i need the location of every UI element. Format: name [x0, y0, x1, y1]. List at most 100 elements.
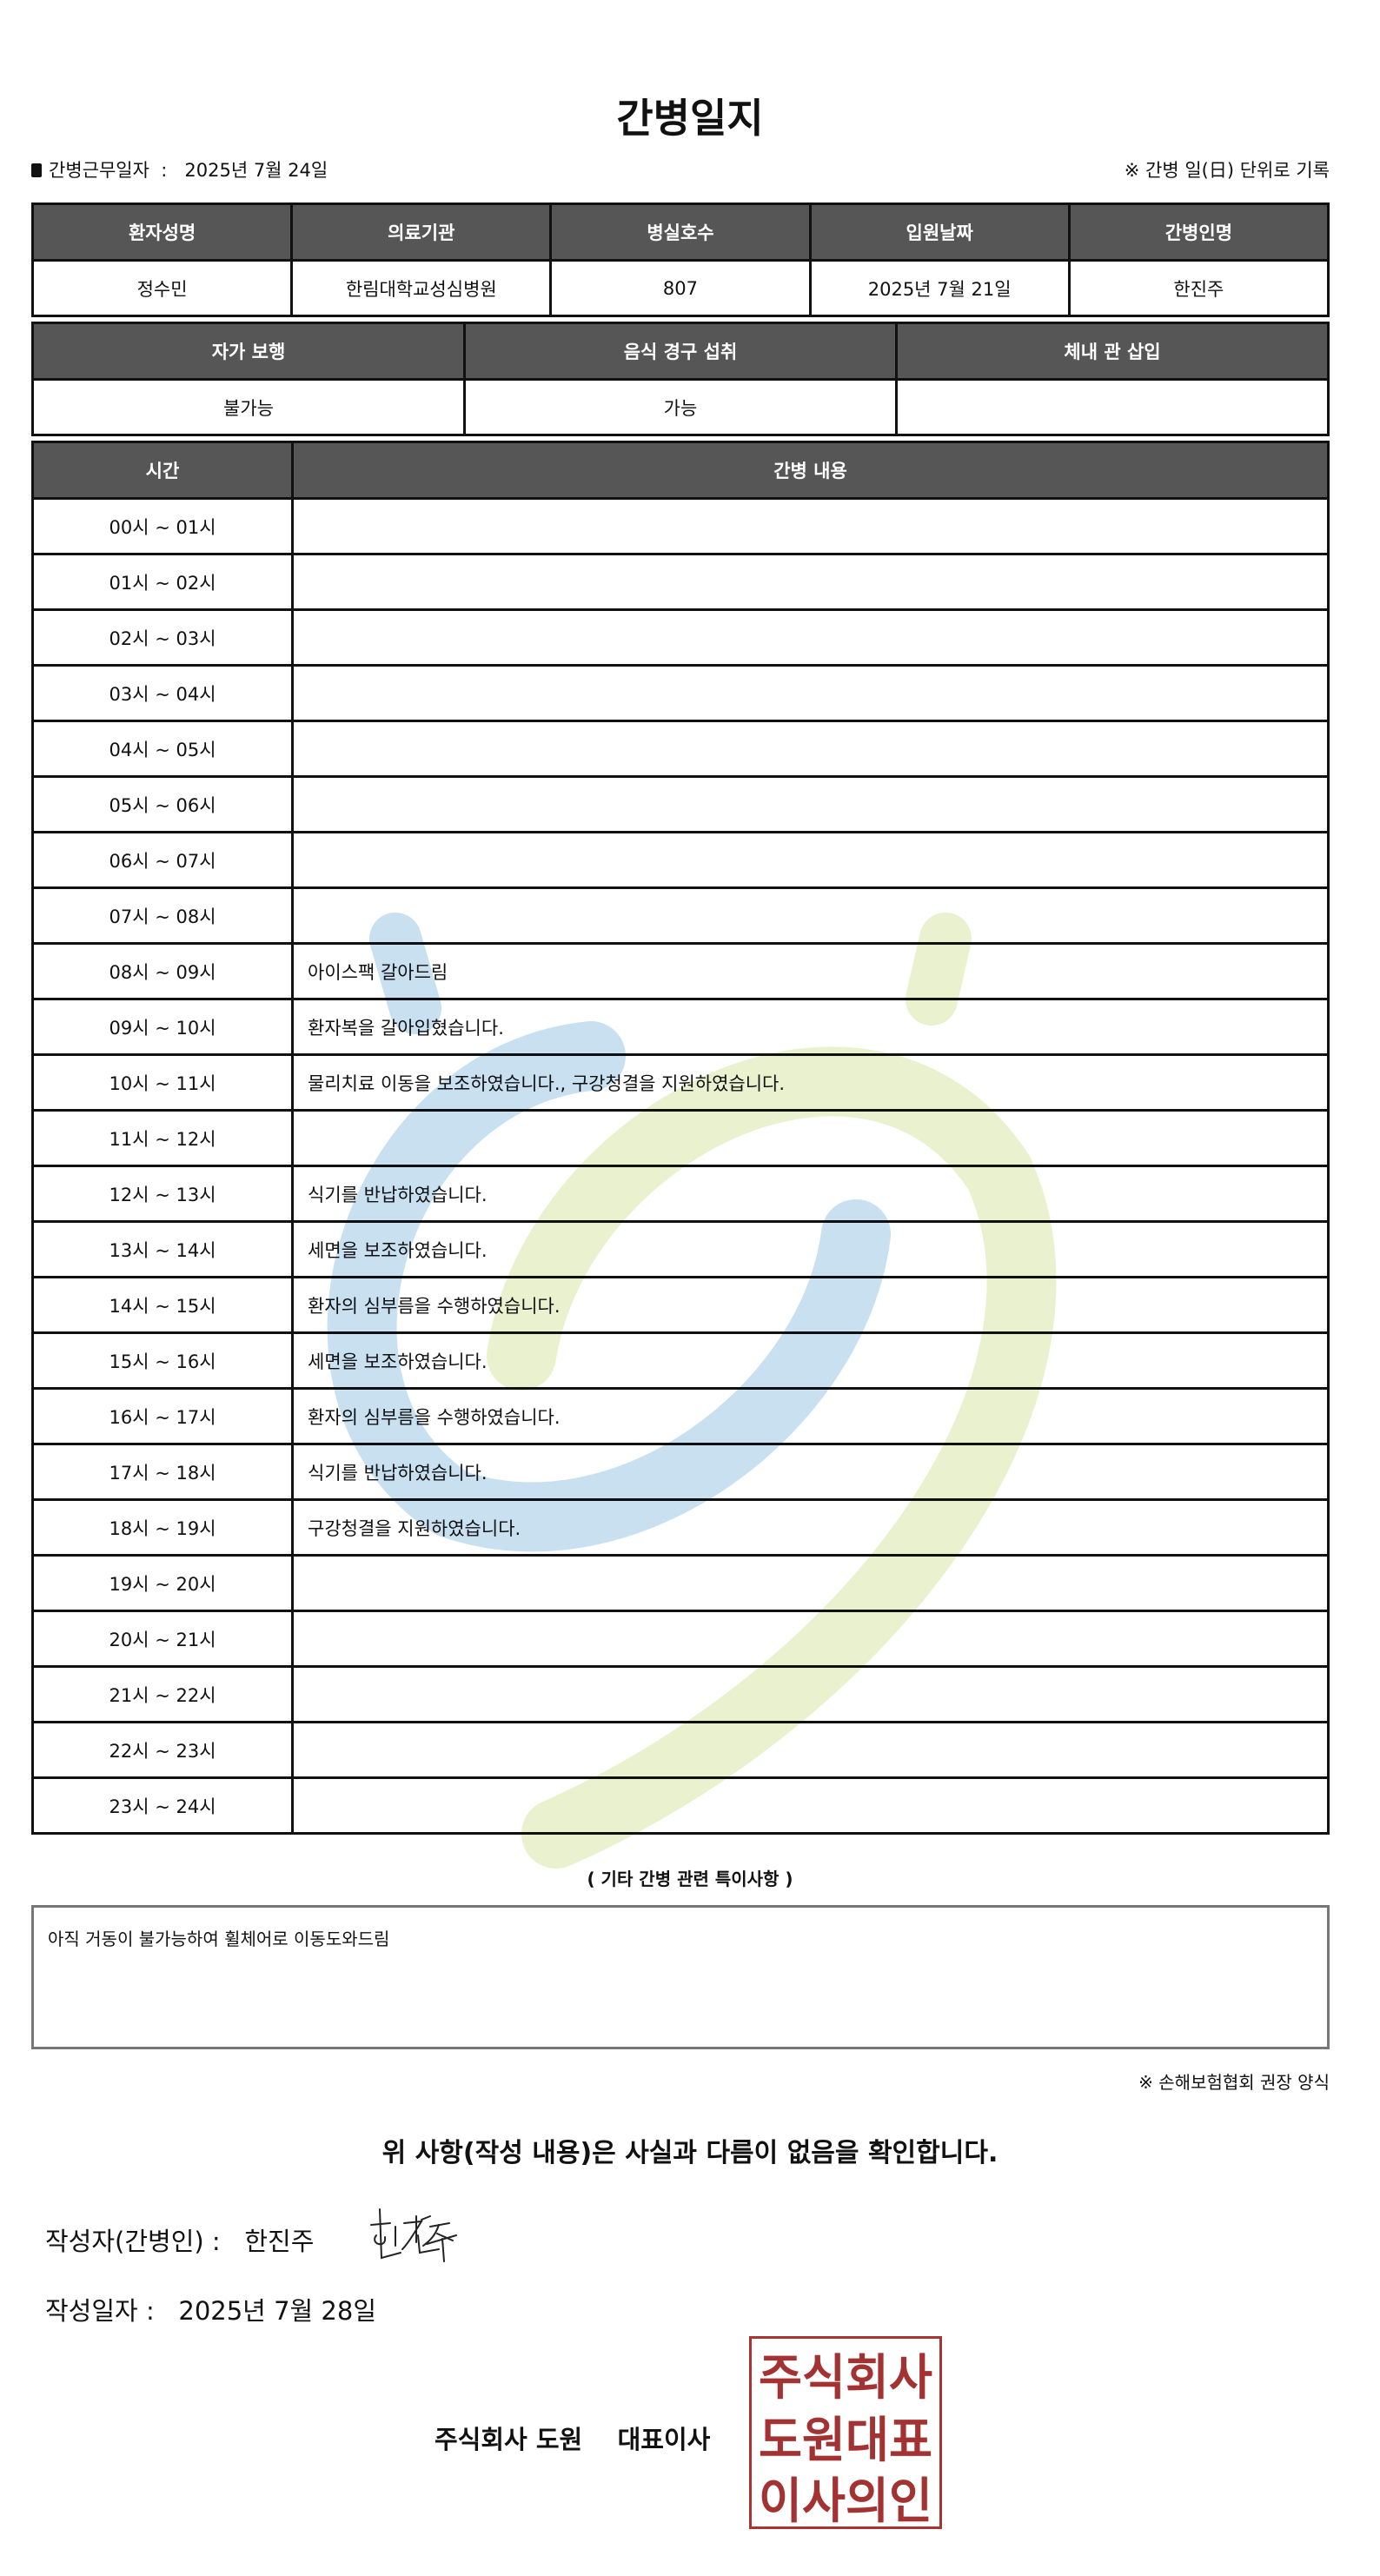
- tube-status: [895, 378, 1330, 436]
- svg-text:도원대표: 도원대표: [759, 2413, 932, 2469]
- log-row: 16시 ~ 17시 환자의 심부름을 수행하였습니다.: [31, 1387, 1330, 1445]
- seal-stamp-icon: 주식회사 도원대표 이사의인: [759, 2350, 932, 2530]
- log-time: 22시 ~ 23시: [31, 1721, 294, 1779]
- form-source-note: ※ 손해보험협회 권장 양식: [1138, 2072, 1330, 2093]
- header-room: 병실호수: [549, 202, 812, 262]
- log-row: 06시 ~ 07시: [31, 831, 1330, 889]
- confirmation-statement: 위 사항(작성 내용)은 사실과 다름이 없음을 확인합니다.: [381, 2138, 999, 2168]
- special-notes-text: 아직 거동이 불가능하여 휠체어로 이동도와드림: [48, 1929, 390, 1949]
- log-row: 09시 ~ 10시 환자복을 갈아입혔습니다.: [31, 998, 1330, 1056]
- log-row: 14시 ~ 15시 환자의 심부름을 수행하였습니다.: [31, 1276, 1330, 1334]
- log-content: 식기를 반납하였습니다.: [291, 1443, 1330, 1501]
- care-log-table: 시간 간병 내용 00시 ~ 01시 01시 ~ 02시 02시 ~ 03시 03시 …: [31, 441, 1330, 1835]
- log-content: 아이스팩 갈아드림: [291, 942, 1330, 1000]
- log-row: 18시 ~ 19시 구강청결을 지원하였습니다.: [31, 1498, 1330, 1557]
- log-row: 05시 ~ 06시: [31, 775, 1330, 833]
- company-seal-stamp: 주식회사 도원대표 이사의인: [749, 2336, 942, 2530]
- room-number: 807: [549, 259, 812, 317]
- patient-name: 정수민: [30, 259, 294, 317]
- log-content: [291, 1721, 1330, 1779]
- log-time: 18시 ~ 19시: [31, 1498, 294, 1557]
- log-time: 01시 ~ 02시: [31, 553, 294, 611]
- writer-row: 작성자(간병인) : 한진주: [45, 2221, 314, 2258]
- log-time: 19시 ~ 20시: [31, 1554, 294, 1612]
- log-time: 08시 ~ 09시: [31, 942, 294, 1000]
- header-time: 시간: [31, 441, 294, 500]
- log-content: 세면을 보조하였습니다.: [291, 1220, 1330, 1278]
- written-date-row: 작성일자 : 2025년 7월 28일: [45, 2291, 376, 2327]
- special-notes-label: ( 기타 간병 관련 특이사항 ): [587, 1869, 793, 1889]
- walking-status: 불가능: [31, 378, 466, 436]
- log-row: 00시 ~ 01시: [31, 497, 1330, 555]
- header-walking: 자가 보행: [31, 322, 466, 381]
- log-row: 13시 ~ 14시 세면을 보조하였습니다.: [31, 1220, 1330, 1278]
- log-row: 02시 ~ 03시: [31, 608, 1330, 667]
- log-row: 20시 ~ 21시: [31, 1610, 1330, 1668]
- log-time: 02시 ~ 03시: [31, 608, 294, 667]
- log-time: 14시 ~ 15시: [31, 1276, 294, 1334]
- svg-text:이사의인: 이사의인: [759, 2473, 932, 2526]
- log-row: 19시 ~ 20시: [31, 1554, 1330, 1612]
- log-time: 00시 ~ 01시: [31, 497, 294, 555]
- header-tube: 체내 관 삽입: [895, 322, 1330, 381]
- log-time: 09시 ~ 10시: [31, 998, 294, 1056]
- patient-status-table: 자가 보행 음식 경구 섭취 체내 관 삽입 불가능 가능: [31, 322, 1330, 436]
- header-patient-name: 환자성명: [30, 202, 294, 262]
- log-time: 16시 ~ 17시: [31, 1387, 294, 1445]
- log-time: 13시 ~ 14시: [31, 1220, 294, 1278]
- log-time: 06시 ~ 07시: [31, 831, 294, 889]
- log-time: 07시 ~ 08시: [31, 886, 294, 945]
- log-content: 식기를 반납하였습니다.: [291, 1165, 1330, 1223]
- admission-date: 2025년 7월 21일: [808, 259, 1071, 317]
- company-signoff: 주식회사 도원 대표이사: [435, 2420, 710, 2456]
- page-title: 간병일지: [616, 95, 764, 142]
- header-oral-intake: 음식 경구 섭취: [463, 322, 898, 381]
- log-row: 07시 ~ 08시: [31, 886, 1330, 945]
- svg-text:주식회사: 주식회사: [759, 2350, 932, 2407]
- log-content: [291, 1665, 1330, 1723]
- log-time: 23시 ~ 24시: [31, 1776, 294, 1835]
- work-date: 간병근무일자 : 2025년 7월 24일: [31, 156, 328, 183]
- log-content: [291, 831, 1330, 889]
- log-content: 세면을 보조하였습니다.: [291, 1331, 1330, 1390]
- writer-name: 한진주: [244, 2227, 315, 2256]
- log-content: [291, 664, 1330, 722]
- log-row: 04시 ~ 05시: [31, 720, 1330, 778]
- log-content: [291, 886, 1330, 945]
- header-hospital: 의료기관: [290, 202, 553, 262]
- log-content: [291, 1109, 1330, 1167]
- caregiver-name: 한진주: [1067, 259, 1330, 317]
- work-date-label: 간병근무일자: [49, 160, 149, 181]
- log-time: 12시 ~ 13시: [31, 1165, 294, 1223]
- log-content: 환자의 심부름을 수행하였습니다.: [291, 1276, 1330, 1334]
- log-content: [291, 1610, 1330, 1668]
- log-time: 05시 ~ 06시: [31, 775, 294, 833]
- oral-intake-status: 가능: [463, 378, 898, 436]
- log-row: 03시 ~ 04시: [31, 664, 1330, 722]
- log-row: 15시 ~ 16시 세면을 보조하였습니다.: [31, 1331, 1330, 1390]
- log-content: [291, 553, 1330, 611]
- log-time: 03시 ~ 04시: [31, 664, 294, 722]
- header-care-content: 간병 내용: [291, 441, 1330, 500]
- log-content: [291, 497, 1330, 555]
- representative-title: 대표이사: [617, 2425, 711, 2454]
- signature-image: [370, 2208, 457, 2262]
- log-row: 23시 ~ 24시: [31, 1776, 1330, 1835]
- special-notes-box: 아직 거동이 불가능하여 휠체어로 이동도와드림: [31, 1905, 1330, 2049]
- bullet-square-icon: [31, 163, 42, 177]
- log-row: 12시 ~ 13시 식기를 반납하였습니다.: [31, 1165, 1330, 1223]
- log-time: 10시 ~ 11시: [31, 1053, 294, 1112]
- log-content: [291, 1554, 1330, 1612]
- log-row: 11시 ~ 12시: [31, 1109, 1330, 1167]
- work-date-row: 간병근무일자 : 2025년 7월 24일 ※ 간병 일(日) 단위로 기록: [31, 156, 1330, 183]
- log-content: [291, 720, 1330, 778]
- writer-label: 작성자(간병인) :: [45, 2227, 221, 2256]
- log-time: 04시 ~ 05시: [31, 720, 294, 778]
- log-time: 15시 ~ 16시: [31, 1331, 294, 1390]
- record-note: ※ 간병 일(日) 단위로 기록: [1124, 160, 1330, 181]
- log-content: 환자의 심부름을 수행하였습니다.: [291, 1387, 1330, 1445]
- log-content: [291, 1776, 1330, 1835]
- header-admission-date: 입원날짜: [808, 202, 1071, 262]
- company-name: 주식회사 도원: [435, 2425, 583, 2454]
